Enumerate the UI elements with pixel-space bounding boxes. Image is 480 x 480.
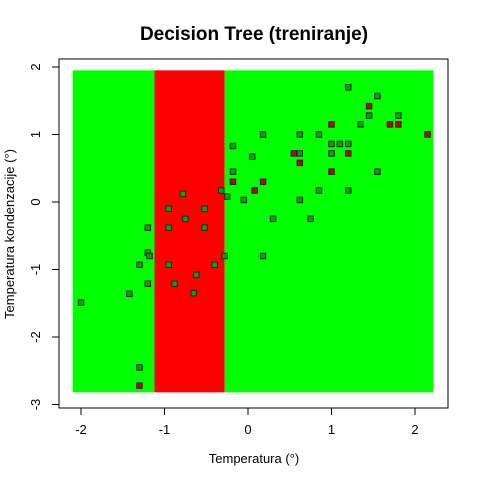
data-point xyxy=(395,121,402,128)
data-point xyxy=(386,121,394,128)
data-point xyxy=(179,190,187,198)
chart-title: Decision Tree (treniranje) xyxy=(140,24,368,45)
data-point xyxy=(296,150,304,157)
data-point xyxy=(365,102,373,110)
y-axis: -3 -2 -1 0 1 2 xyxy=(28,63,60,411)
data-point xyxy=(374,168,381,175)
data-point xyxy=(374,92,381,100)
data-point xyxy=(290,150,298,157)
data-point xyxy=(336,140,344,148)
data-point xyxy=(365,112,373,119)
data-point xyxy=(77,299,85,306)
region-2 xyxy=(224,70,434,393)
data-point xyxy=(328,150,335,157)
data-point xyxy=(218,187,225,194)
decision-regions xyxy=(72,70,434,393)
region-0 xyxy=(72,70,155,393)
data-point xyxy=(395,112,402,119)
data-point xyxy=(136,261,143,269)
data-point xyxy=(223,193,231,200)
data-point xyxy=(165,224,172,231)
data-point xyxy=(146,252,153,260)
data-point xyxy=(136,364,143,371)
x-tick-label: 0 xyxy=(244,422,251,437)
data-point xyxy=(229,178,237,185)
data-point xyxy=(344,187,352,194)
y-axis-label: Temperatura kondenzacije (°) xyxy=(2,149,17,319)
data-point xyxy=(269,215,277,223)
data-point xyxy=(251,187,258,194)
y-tick-label: 0 xyxy=(28,198,43,205)
data-point xyxy=(136,382,143,389)
data-point xyxy=(240,196,248,204)
data-point xyxy=(296,196,304,204)
x-tick-label: 1 xyxy=(328,422,335,437)
data-point xyxy=(259,131,267,138)
data-point xyxy=(144,280,152,287)
data-point xyxy=(344,140,352,148)
data-point xyxy=(315,131,323,138)
data-point xyxy=(221,252,228,260)
data-point xyxy=(357,121,364,128)
data-point xyxy=(165,261,172,269)
data-point xyxy=(307,215,314,223)
data-point xyxy=(171,280,178,287)
data-point xyxy=(344,150,352,157)
y-tick-label: 2 xyxy=(28,63,43,70)
x-tick-label: -2 xyxy=(75,422,87,437)
data-point xyxy=(229,168,237,175)
data-point xyxy=(126,290,133,298)
y-tick-label: -2 xyxy=(28,331,43,343)
data-point xyxy=(424,131,431,138)
data-point xyxy=(315,187,323,194)
data-point xyxy=(192,271,200,279)
data-point xyxy=(248,153,256,161)
data-point xyxy=(144,224,152,231)
data-point xyxy=(182,215,189,223)
x-tick-label: -1 xyxy=(159,422,171,437)
data-point xyxy=(328,140,335,148)
data-point xyxy=(190,289,197,297)
data-point xyxy=(211,261,218,269)
x-axis-label: Temperatura (°) xyxy=(209,451,299,466)
y-tick-label: -1 xyxy=(28,264,43,276)
region-1 xyxy=(154,70,225,393)
data-point xyxy=(296,131,304,138)
x-tick-label: 2 xyxy=(411,422,418,437)
data-point xyxy=(259,252,267,260)
x-axis: -2 -1 0 1 2 xyxy=(75,407,419,437)
data-point xyxy=(328,168,335,175)
y-tick-label: -3 xyxy=(28,399,43,411)
y-tick-label: 1 xyxy=(28,131,43,138)
data-point xyxy=(201,205,208,212)
data-point xyxy=(296,159,304,167)
data-points xyxy=(77,84,431,389)
data-point xyxy=(229,142,237,150)
data-point xyxy=(328,121,335,128)
data-point xyxy=(201,224,208,231)
data-point xyxy=(165,205,172,212)
data-point xyxy=(259,178,267,185)
data-point xyxy=(344,84,352,91)
